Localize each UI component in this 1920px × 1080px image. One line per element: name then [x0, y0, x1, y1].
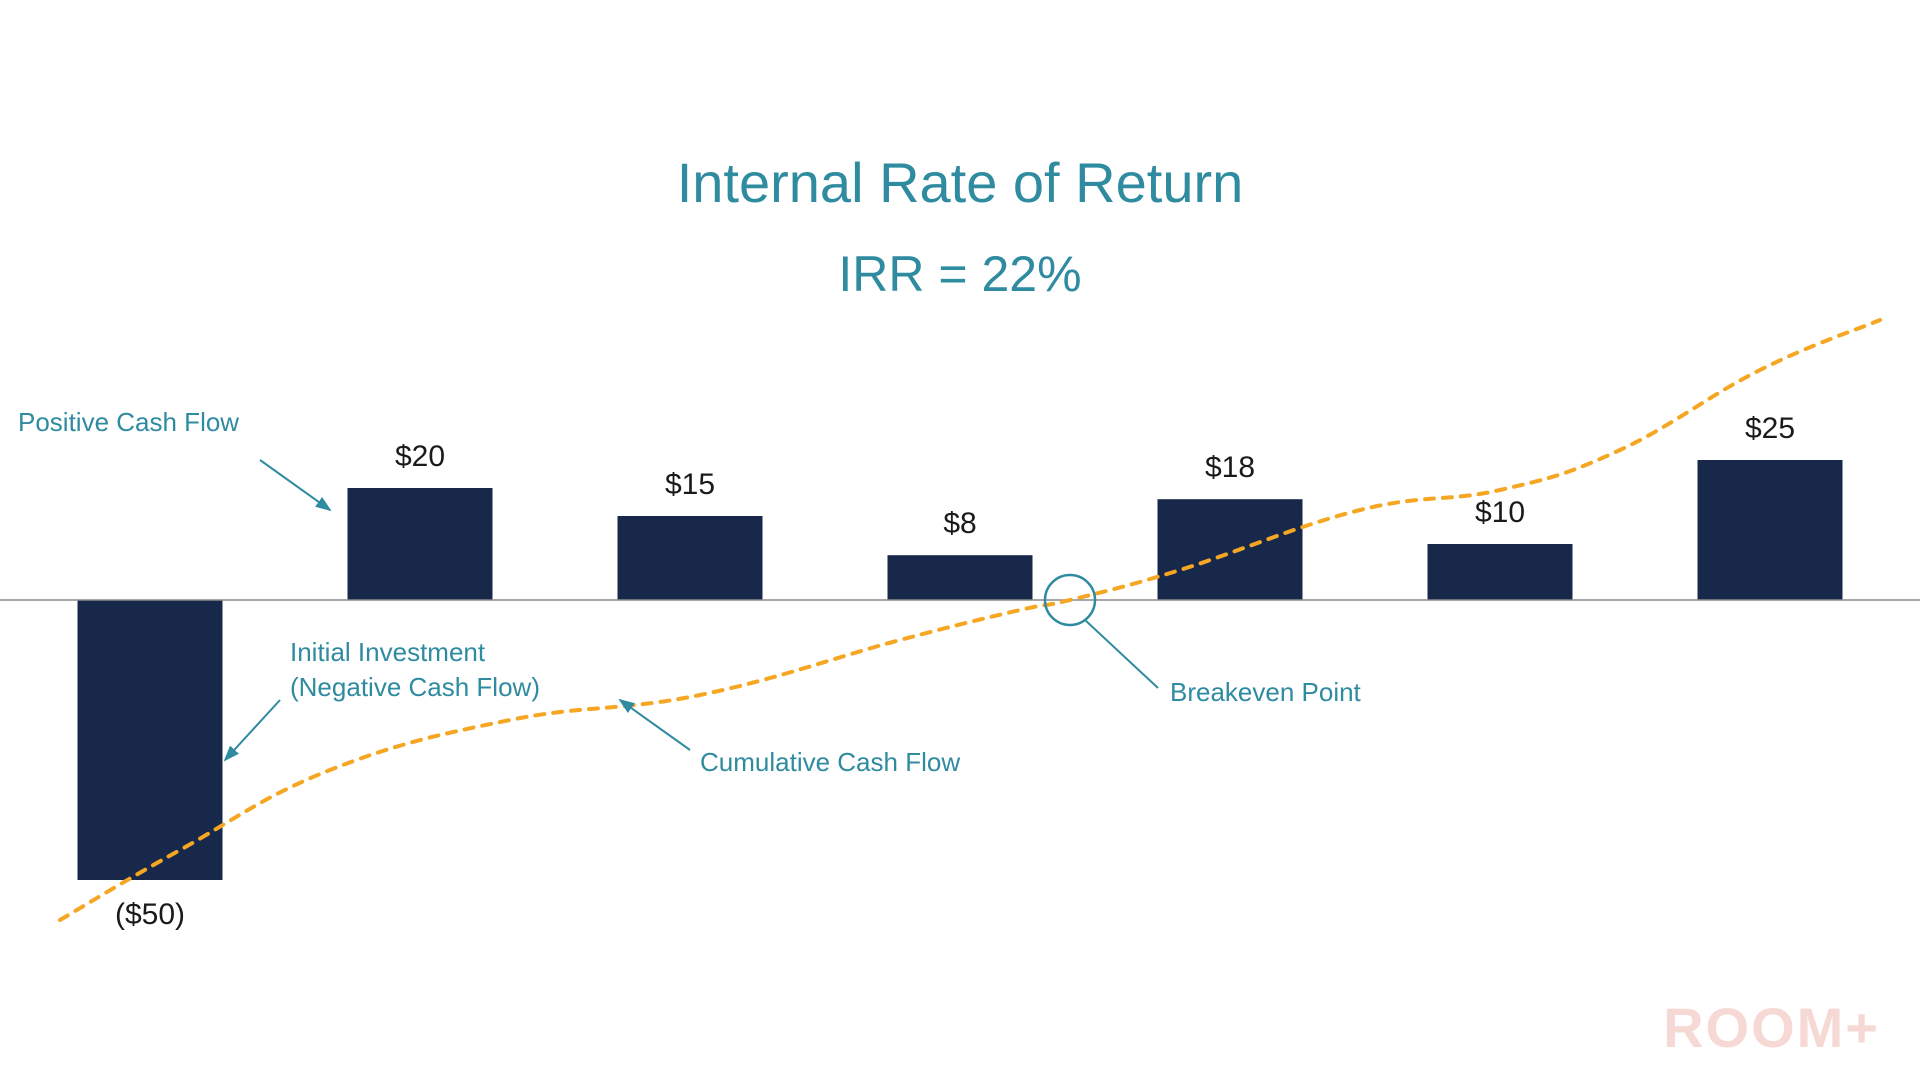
bar-1: [348, 488, 493, 600]
arrow-initial-investment: [225, 700, 280, 760]
bar-label-6: $25: [1745, 412, 1795, 446]
bar-label-1: $20: [395, 440, 445, 474]
bar-label-4: $18: [1205, 451, 1255, 485]
arrow-positive-cash-flow: [260, 460, 330, 510]
annotation-cumulative-cash-flow: Cumulative Cash Flow: [700, 745, 960, 780]
irr-chart: { "canvas": { "width": 1920, "height": 1…: [0, 0, 1920, 1080]
annotation-breakeven: Breakeven Point: [1170, 675, 1361, 710]
bar-6: [1698, 460, 1843, 600]
annotation-initial-investment-line2: (Negative Cash Flow): [290, 672, 540, 702]
annotation-positive-cash-flow: Positive Cash Flow: [18, 405, 239, 440]
bar-4: [1158, 499, 1303, 600]
bar-label-0: ($50): [115, 898, 185, 932]
watermark: ROOM+: [1663, 995, 1880, 1060]
bar-label-5: $10: [1475, 496, 1525, 530]
arrow-cumulative-cash-flow: [620, 700, 690, 750]
bar-2: [618, 516, 763, 600]
cumulative-cash-flow-line: [60, 320, 1880, 920]
bar-3: [888, 555, 1033, 600]
annotation-initial-investment: Initial Investment (Negative Cash Flow): [290, 635, 540, 705]
bar-label-2: $15: [665, 468, 715, 502]
bar-label-3: $8: [943, 507, 976, 541]
bar-5: [1428, 544, 1573, 600]
annotation-initial-investment-line1: Initial Investment: [290, 637, 485, 667]
leader-breakeven: [1085, 620, 1158, 688]
